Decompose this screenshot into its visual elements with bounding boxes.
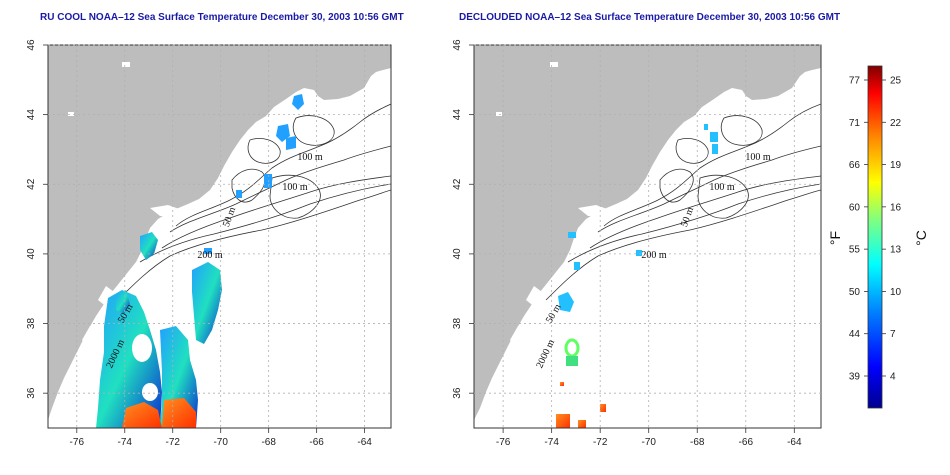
lon-tick-label: -72	[166, 437, 181, 448]
celsius-tick-label: 25	[890, 76, 902, 87]
fahrenheit-tick-label: 50	[849, 287, 861, 298]
fahrenheit-tick-label: 77	[849, 76, 861, 87]
lat-tick-label: 44	[452, 109, 463, 121]
lon-tick-label: -68	[261, 437, 276, 448]
lon-tick-label: -66	[309, 437, 324, 448]
lon-tick-label: -74	[118, 437, 133, 448]
lat-tick-label: 36	[452, 387, 463, 399]
depth-contour-label: 200 m	[641, 250, 667, 261]
fahrenheit-tick-label: 66	[849, 160, 861, 171]
depth-contour-label: 100 m	[297, 152, 323, 163]
lat-tick-label: 40	[452, 248, 463, 260]
lon-tick-label: -64	[357, 437, 372, 448]
lon-tick-label: -68	[690, 437, 705, 448]
lat-tick-label: 40	[26, 248, 37, 260]
celsius-tick-label: 19	[890, 160, 902, 171]
fahrenheit-tick-label: 55	[849, 245, 861, 256]
land-mass	[48, 45, 391, 420]
lat-tick-label: 42	[452, 178, 463, 190]
fahrenheit-tick-label: 44	[849, 329, 861, 340]
lat-tick-label: 38	[26, 318, 37, 330]
lon-tick-label: -74	[544, 437, 559, 448]
fahrenheit-tick-label: 39	[849, 372, 861, 383]
celsius-tick-label: 10	[890, 287, 902, 298]
depth-contour-label: 100 m	[745, 152, 771, 163]
celsius-tick-label: 4	[890, 372, 896, 383]
fahrenheit-tick-label: 60	[849, 202, 861, 213]
fahrenheit-tick-label: 71	[849, 118, 861, 129]
lat-tick-label: 46	[26, 39, 37, 51]
left-map-panel: -76 -74 -72 -70 -68 -66 -64 36 38 40 42 44 46 100 m 10…	[26, 39, 392, 448]
right-map-panel: -76 -74 -72 -70 -68 -66 -64 36 38 40 42 44 46 100 m 10…	[452, 39, 822, 448]
lat-tick-label: 46	[452, 39, 463, 51]
fahrenheit-unit-label: °F	[827, 231, 843, 245]
celsius-tick-label: 7	[890, 329, 896, 340]
lon-tick-label: -76	[496, 437, 511, 448]
left-map-title: RU COOL NOAA–12 Sea Surface Temperature …	[40, 12, 404, 23]
celsius-tick-label: 16	[890, 202, 902, 213]
lon-tick-label: -70	[213, 437, 228, 448]
depth-contour-label: 200 m	[197, 250, 223, 261]
temperature-colorbar: 77 71 66 60 55 50 44 39 25 22 19 16 13 10 7 4 °F °C	[827, 65, 929, 409]
celsius-tick-label: 13	[890, 245, 902, 256]
depth-contour-label: 100 m	[282, 182, 308, 193]
celsius-tick-label: 22	[890, 118, 902, 129]
land-mass	[474, 45, 821, 420]
right-map-title: DECLOUDED NOAA–12 Sea Surface Temperatur…	[459, 12, 841, 23]
lat-tick-label: 36	[26, 387, 37, 399]
lat-tick-label: 44	[26, 109, 37, 121]
lat-tick-label: 42	[26, 178, 37, 190]
lon-tick-label: -76	[70, 437, 85, 448]
lon-tick-label: -70	[641, 437, 656, 448]
lon-tick-label: -66	[739, 437, 754, 448]
lon-tick-label: -72	[593, 437, 608, 448]
lon-tick-label: -64	[787, 437, 802, 448]
celsius-unit-label: °C	[913, 230, 929, 246]
depth-contour-label: 100 m	[709, 182, 735, 193]
lat-tick-label: 38	[452, 318, 463, 330]
